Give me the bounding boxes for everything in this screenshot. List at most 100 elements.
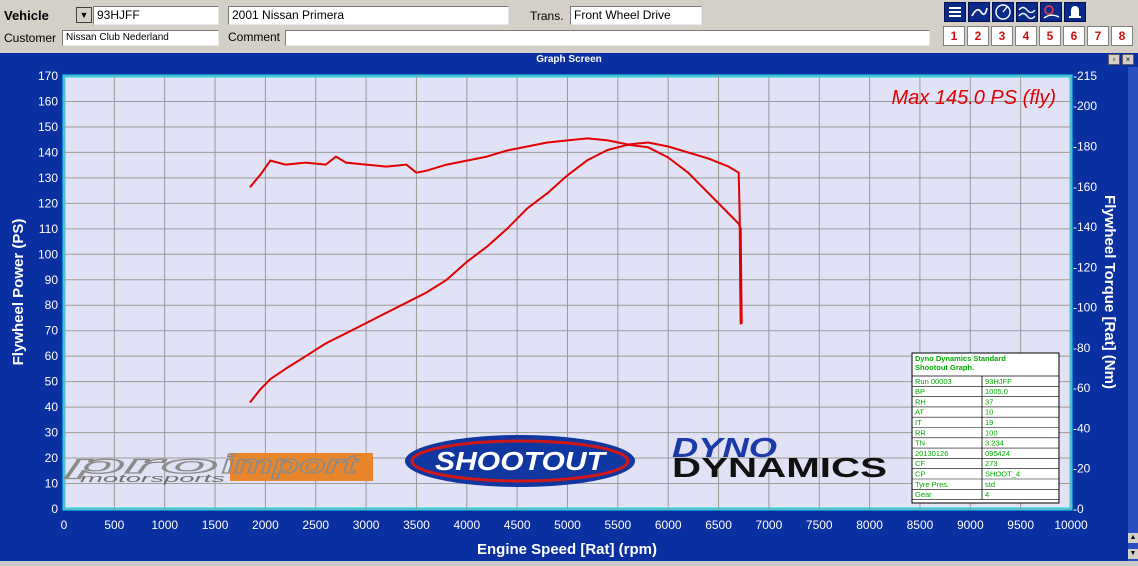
- info-table-key: RH: [915, 397, 926, 406]
- scrollbar[interactable]: ▲ ▼: [1128, 67, 1138, 561]
- info-table-value: 3.234: [985, 439, 1004, 448]
- y-right-tick-label: -80: [1073, 341, 1091, 355]
- data-point: [425, 291, 428, 294]
- info-table-value: 19: [985, 418, 993, 427]
- vehicle-id-field[interactable]: 93HJFF: [93, 6, 219, 25]
- data-point: [425, 169, 428, 172]
- preset-7-button[interactable]: 7: [1087, 26, 1109, 46]
- data-point: [405, 163, 408, 166]
- x-tick-label: 2000: [252, 518, 279, 532]
- preset-3-button[interactable]: 3: [991, 26, 1013, 46]
- y-left-tick-label: 110: [39, 222, 58, 236]
- data-point: [546, 192, 549, 195]
- data-point: [586, 159, 589, 161]
- info-table-value: 93HJFF: [985, 377, 1012, 386]
- y-left-tick-label: 120: [38, 196, 58, 210]
- preset-4-button[interactable]: 4: [1015, 26, 1037, 46]
- y-left-tick-label: 50: [45, 375, 59, 389]
- gauge-icon[interactable]: [992, 2, 1014, 22]
- data-point: [445, 163, 448, 166]
- toolbar: 1 2 3 4 5 6 7 8: [941, 0, 1138, 49]
- data-point: [737, 171, 740, 174]
- info-table-key: Gear: [915, 490, 932, 499]
- data-point: [739, 322, 742, 325]
- torque-series-line: [249, 137, 742, 324]
- menu-icon[interactable]: [944, 2, 966, 22]
- logo-text: import: [222, 449, 359, 479]
- info-table-key: Tyre Pres.: [915, 480, 949, 489]
- trans-field[interactable]: Front Wheel Drive: [570, 6, 702, 25]
- x-tick-label: 7500: [806, 518, 833, 532]
- data-point: [269, 159, 272, 162]
- comment-label: Comment: [228, 30, 281, 44]
- preset-1-button[interactable]: 1: [943, 26, 965, 46]
- preset-2-button[interactable]: 2: [967, 26, 989, 46]
- data-point: [415, 171, 418, 174]
- y-right-tick-label: -120: [1073, 260, 1097, 274]
- info-table-key: CP: [915, 470, 925, 479]
- data-point: [465, 261, 468, 263]
- x-tick-label: 6000: [655, 518, 682, 532]
- customer-field[interactable]: Nissan Club Nederland: [62, 30, 219, 46]
- data-point: [304, 355, 307, 358]
- data-point: [687, 171, 690, 174]
- info-table-key: AT: [915, 408, 924, 417]
- data-point: [647, 146, 649, 149]
- data-point: [727, 212, 730, 215]
- info-table-value: 4: [985, 490, 989, 499]
- data-point: [334, 155, 337, 158]
- timer-icon[interactable]: [1040, 2, 1062, 22]
- info-table-key: TN: [915, 439, 925, 448]
- logo-text: motorsports: [80, 473, 226, 485]
- info-table-value: 1005.0: [985, 387, 1008, 396]
- info-table-value: 273: [985, 459, 998, 468]
- logo-text: SHOOTOUT: [435, 446, 607, 476]
- y-left-tick-label: 30: [45, 426, 59, 440]
- data-point: [486, 245, 488, 248]
- y-left-tick-label: 160: [38, 94, 58, 108]
- data-point: [667, 145, 670, 148]
- x-tick-label: 5500: [604, 518, 631, 532]
- data-point: [739, 286, 742, 289]
- data-point: [249, 185, 252, 188]
- x-tick-label: 5000: [554, 518, 581, 532]
- info-table: Dyno Dynamics Standard Shootout Graph. Run…: [911, 352, 1060, 504]
- x-tick-label: 0: [61, 518, 68, 532]
- restore-window-button[interactable]: ▫: [1108, 54, 1120, 65]
- info-table-key: RR: [915, 428, 926, 437]
- x-axis-label: Engine Speed [Rat] (rpm): [477, 541, 657, 558]
- vehicle-model-field[interactable]: 2001 Nissan Primera: [228, 6, 509, 25]
- y-left-tick-label: 130: [38, 171, 58, 185]
- y-right-tick-label: -180: [1073, 139, 1097, 153]
- y-left-tick-label: 140: [38, 145, 58, 159]
- info-table-key: IT: [915, 418, 922, 427]
- max-power-annotation: Max 145.0 PS (fly): [891, 87, 1056, 109]
- close-window-button[interactable]: ×: [1122, 54, 1134, 65]
- data-point: [566, 139, 569, 142]
- waves-icon[interactable]: [1016, 2, 1038, 22]
- curve-icon[interactable]: [968, 2, 990, 22]
- scroll-down-arrow[interactable]: ▼: [1128, 549, 1138, 559]
- vehicle-dropdown-button[interactable]: ▼: [76, 7, 92, 23]
- data-point: [365, 163, 367, 166]
- grid-lines: [63, 75, 1072, 510]
- y-right-tick-label: -160: [1073, 180, 1097, 194]
- shootout-logo: SHOOTOUT: [405, 435, 635, 487]
- preset-8-button[interactable]: 8: [1111, 26, 1133, 46]
- x-tick-label: 8000: [856, 518, 883, 532]
- preset-6-button[interactable]: 6: [1063, 26, 1085, 46]
- y-left-tick-label: 80: [45, 298, 59, 312]
- y-right-tick-label: -215: [1073, 69, 1097, 83]
- info-table-title: Dyno Dynamics Standard Shootout Graph.: [915, 354, 1006, 372]
- data-point: [385, 311, 388, 314]
- vehicle-label: Vehicle: [4, 8, 49, 23]
- preset-5-button[interactable]: 5: [1039, 26, 1061, 46]
- y-axis-left-label: Flywheel Power (PS): [10, 219, 27, 366]
- pro-import-logo: pro import motorsports: [64, 448, 373, 485]
- bell-icon[interactable]: [1064, 2, 1086, 22]
- data-point: [526, 207, 529, 210]
- data-point: [365, 322, 367, 324]
- comment-field[interactable]: [285, 30, 930, 46]
- x-tick-label: 2500: [302, 518, 329, 532]
- scroll-up-arrow[interactable]: ▲: [1128, 533, 1138, 543]
